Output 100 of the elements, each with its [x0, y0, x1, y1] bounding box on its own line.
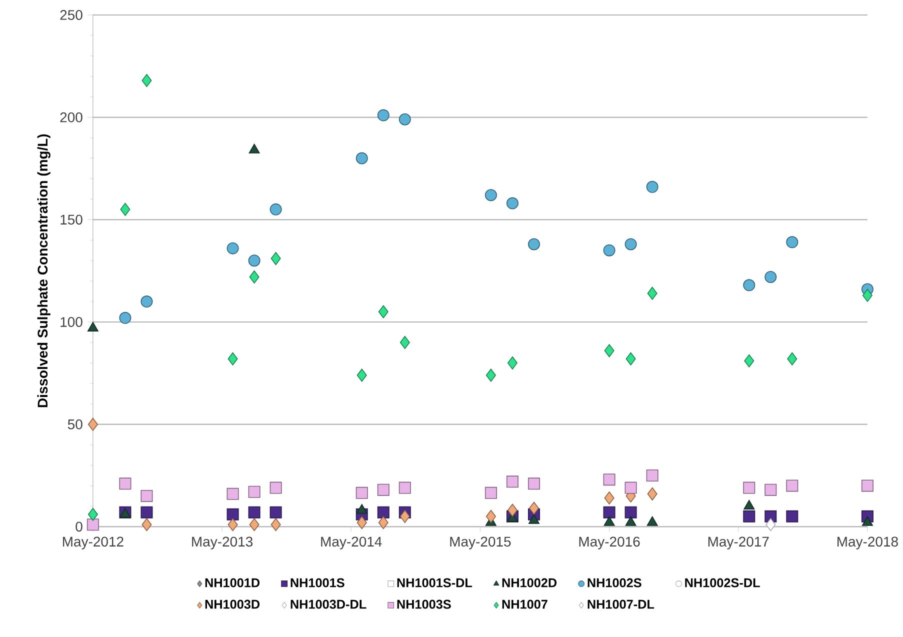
- point: [862, 289, 872, 302]
- point: [862, 516, 873, 526]
- point: [507, 356, 518, 370]
- legend-label: NH1001D: [205, 578, 260, 588]
- x-tick-label: May-2013: [192, 536, 253, 550]
- point: [743, 279, 756, 292]
- point: [356, 504, 368, 514]
- point: [764, 484, 777, 496]
- point: [486, 510, 496, 524]
- point: [624, 506, 637, 519]
- point: [248, 486, 260, 498]
- point: [604, 516, 615, 526]
- point: [506, 197, 518, 210]
- point: [764, 271, 777, 284]
- point: [625, 516, 636, 526]
- point: [400, 510, 410, 524]
- point: [787, 352, 798, 366]
- point: [140, 506, 153, 519]
- legend-label: NH1001S: [290, 578, 344, 588]
- point: [861, 480, 874, 492]
- y-tick-label: 50: [68, 420, 82, 430]
- point: [647, 488, 658, 501]
- point: [646, 470, 658, 482]
- point: [603, 506, 616, 519]
- point: [356, 152, 368, 164]
- point: [786, 236, 798, 248]
- point: [528, 502, 539, 515]
- point: [356, 368, 367, 382]
- legend-label: NH1002D: [502, 578, 557, 588]
- point: [528, 478, 540, 490]
- point: [377, 109, 390, 122]
- y-tick-label: 0: [76, 522, 82, 532]
- point: [140, 490, 153, 502]
- point: [88, 418, 98, 432]
- y-tick-label: 150: [60, 214, 82, 225]
- point: [603, 244, 616, 257]
- point: [226, 488, 239, 500]
- legend-label: NH1001S-DL: [397, 578, 472, 588]
- point: [398, 482, 411, 494]
- point: [378, 305, 388, 318]
- legend-label: NH1003S: [397, 600, 451, 609]
- point: [356, 516, 367, 530]
- y-tick-label: 200: [60, 112, 82, 122]
- point: [603, 474, 616, 486]
- point: [87, 322, 98, 332]
- point: [377, 484, 390, 496]
- point: [646, 181, 658, 194]
- point: [626, 352, 636, 366]
- point: [624, 482, 637, 494]
- x-tick-label: May-2012: [62, 536, 124, 550]
- point: [249, 518, 260, 532]
- legend-label: NH1002S-DL: [685, 578, 760, 588]
- point: [744, 354, 754, 368]
- point: [228, 352, 238, 366]
- point: [647, 287, 658, 300]
- legend-label: NH1007-DL: [588, 600, 654, 609]
- point: [486, 368, 496, 382]
- point: [226, 508, 239, 521]
- point: [228, 518, 238, 532]
- point: [507, 504, 518, 518]
- point: [528, 514, 540, 524]
- point: [743, 482, 756, 494]
- point: [378, 516, 388, 530]
- point: [142, 74, 152, 88]
- point: [226, 242, 239, 255]
- point: [506, 476, 518, 488]
- point: [140, 296, 153, 308]
- point: [528, 238, 540, 250]
- point: [604, 344, 614, 358]
- legend-label: NH1007: [502, 600, 548, 609]
- legend-label: NH1003D: [205, 600, 260, 609]
- point: [86, 518, 99, 531]
- point: [646, 516, 658, 526]
- point: [743, 510, 756, 523]
- point: [786, 510, 798, 523]
- point: [119, 312, 132, 324]
- point: [398, 114, 411, 126]
- y-tick-label: 100: [60, 317, 82, 328]
- point: [270, 252, 281, 266]
- point: [270, 518, 281, 532]
- x-tick-label: May-2015: [450, 536, 511, 550]
- point: [400, 336, 410, 350]
- point: [248, 144, 260, 154]
- point: [249, 270, 260, 284]
- point: [484, 487, 497, 500]
- point: [88, 508, 98, 522]
- point: [119, 478, 132, 490]
- point: [270, 506, 282, 519]
- point: [356, 487, 368, 500]
- legend-label: NH1003D-DL: [290, 600, 366, 609]
- point: [248, 506, 260, 519]
- y-tick-label: 250: [60, 10, 82, 20]
- point: [484, 189, 497, 202]
- point: [786, 480, 798, 492]
- point: [766, 518, 776, 532]
- point: [604, 492, 614, 505]
- point: [744, 500, 755, 510]
- point: [377, 506, 390, 519]
- point: [270, 482, 282, 494]
- point: [248, 254, 260, 267]
